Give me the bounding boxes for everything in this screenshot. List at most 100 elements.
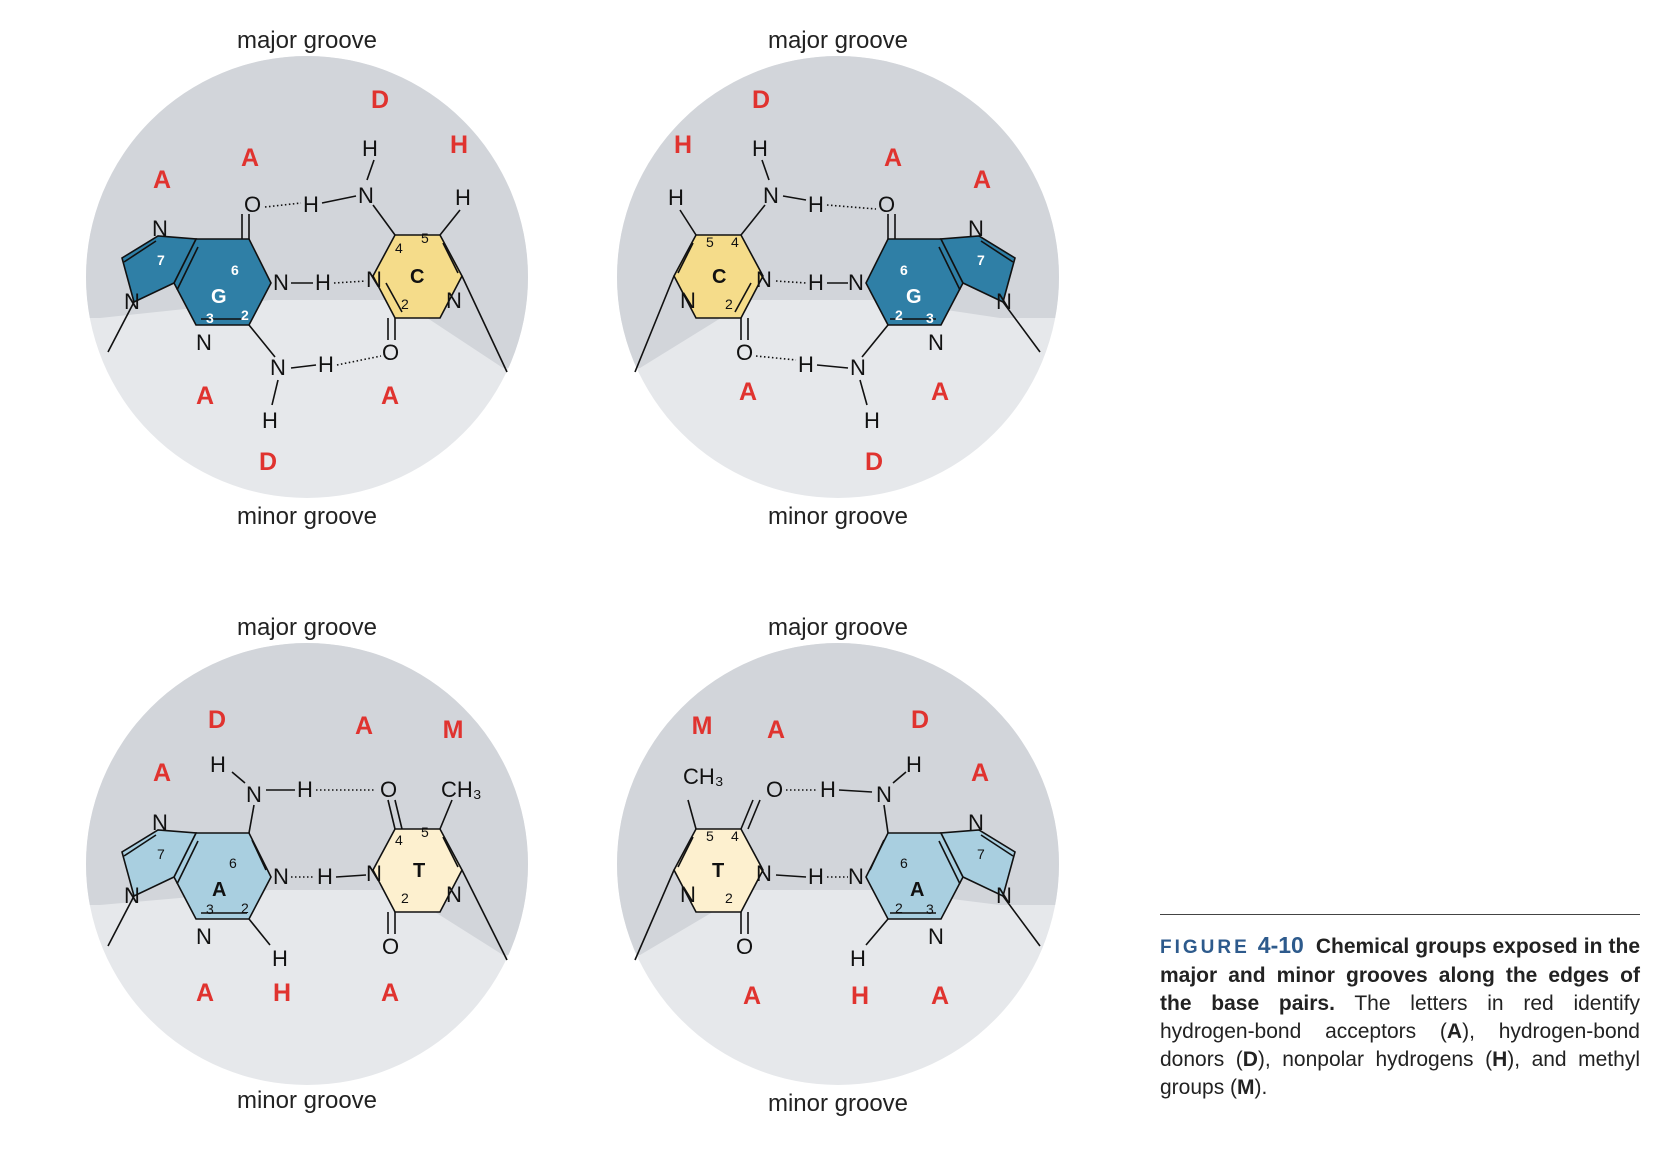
major-groove-shade: [86, 643, 528, 955]
bond: [123, 240, 157, 263]
atom-ch3: CH₃: [441, 777, 482, 802]
major-code: M: [692, 712, 713, 740]
minor-code: A: [743, 982, 761, 1010]
caption-text: ), nonpolar hydrogens (: [1257, 1048, 1493, 1071]
atom-n: N: [996, 289, 1012, 314]
bond: [938, 246, 961, 291]
atom-h: H: [864, 408, 880, 433]
bond: [869, 839, 885, 871]
bond: [439, 209, 461, 236]
ring-number: 7: [157, 846, 165, 862]
backbone-bond: [1002, 895, 1041, 947]
ring-number: 2: [895, 307, 903, 323]
caption-nonpolar: H: [1492, 1048, 1508, 1071]
hydrogen-bond: [755, 355, 797, 361]
atom-n: N: [756, 861, 772, 886]
backbone-bond: [107, 301, 135, 353]
atom-o: O: [736, 340, 753, 365]
ring-number: 2: [895, 900, 903, 916]
atom-h: H: [850, 946, 866, 971]
figure-title: Chemical groups exposed in the major and…: [1160, 935, 1640, 1015]
ring-number: 4: [395, 240, 403, 256]
panel-cg: major groove minor groove N H H N N O C …: [617, 27, 1059, 530]
minor-code: A: [381, 979, 399, 1007]
bond: [734, 282, 752, 313]
bond: [859, 379, 868, 406]
purine-letter: A: [212, 879, 226, 901]
hydrogen-bond: [333, 280, 367, 284]
backbone-bond: [634, 275, 675, 373]
atom-n: N: [763, 183, 779, 208]
ring-number: 6: [229, 855, 237, 871]
major-groove-shade: [617, 56, 1059, 368]
major-code: D: [371, 86, 389, 114]
minor-code: D: [259, 448, 277, 476]
minor-groove-label: minor groove: [768, 1090, 908, 1117]
atom-n: N: [366, 267, 382, 292]
major-groove-label: major groove: [237, 27, 377, 54]
atom-h: H: [303, 192, 319, 217]
pyrimidine-letter: T: [712, 860, 724, 882]
bond: [123, 834, 157, 857]
guanine-imidazole: [121, 235, 198, 304]
atom-n: N: [358, 183, 374, 208]
bond: [176, 246, 199, 291]
major-groove-label: major groove: [768, 614, 908, 641]
backbone-bond: [461, 869, 508, 961]
minor-code: H: [273, 979, 291, 1007]
major-code: A: [153, 166, 171, 194]
bond: [892, 771, 907, 784]
bond: [442, 836, 459, 868]
ring-number: 2: [241, 900, 249, 916]
ring-number: 7: [977, 846, 985, 862]
atom-n: N: [273, 270, 289, 295]
bond: [231, 771, 246, 784]
bond: [865, 918, 889, 946]
ring-number: 6: [900, 855, 908, 871]
bond: [980, 240, 1014, 263]
backbone-bond: [1002, 301, 1041, 353]
major-code: M: [443, 716, 464, 744]
hydrogen-bond: [775, 280, 807, 284]
atom-n: N: [680, 882, 696, 907]
ring-number: 5: [421, 824, 429, 840]
bond: [861, 324, 889, 358]
major-code: A: [973, 166, 991, 194]
minor-code: A: [739, 378, 757, 406]
ring-number: 3: [926, 901, 934, 917]
ring-number: 4: [731, 234, 739, 250]
ring-number: 3: [926, 310, 934, 326]
ring-number: 6: [900, 262, 908, 278]
caption-acceptor: A: [1446, 1020, 1463, 1043]
atom-o: O: [382, 340, 399, 365]
minor-code: A: [931, 982, 949, 1010]
adenine-imidazole: [121, 829, 198, 898]
hydrogen-bond: [336, 355, 382, 366]
ring-number: 7: [977, 252, 985, 268]
atom-ch3: CH₃: [683, 764, 724, 789]
atom-h: H: [668, 185, 684, 210]
bond: [677, 242, 694, 274]
atom-h: H: [262, 408, 278, 433]
atom-n: N: [152, 810, 168, 835]
purine-letter: A: [910, 879, 924, 901]
bond: [271, 379, 279, 406]
bond: [387, 799, 396, 830]
bond: [321, 195, 357, 204]
atom-n: N: [246, 782, 262, 807]
figure-caption: FIGURE 4-10 Chemical groups exposed in the…: [1160, 914, 1640, 1102]
hydrogen-bond: [826, 204, 877, 210]
atom-n: N: [996, 883, 1012, 908]
ring-number: 4: [731, 828, 739, 844]
atom-n: N: [152, 216, 168, 241]
atom-o: O: [380, 777, 397, 802]
ring-number: 5: [706, 828, 714, 844]
major-code: A: [971, 759, 989, 787]
bond: [248, 324, 276, 358]
ring-number: 3: [206, 901, 214, 917]
purine-letter: G: [906, 286, 922, 308]
atom-o: O: [766, 777, 783, 802]
major-code: A: [355, 712, 373, 740]
minor-code: A: [196, 979, 214, 1007]
